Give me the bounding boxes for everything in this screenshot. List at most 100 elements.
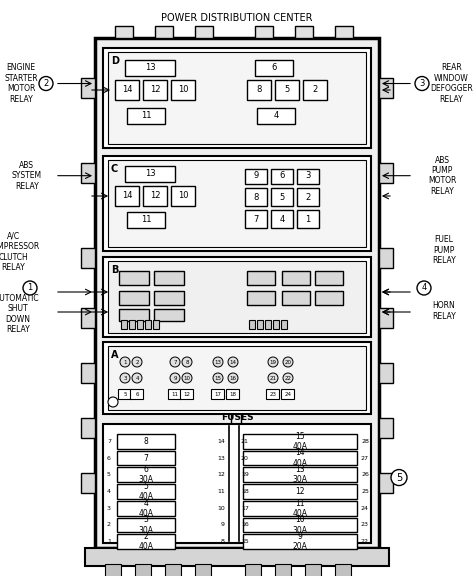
Text: 17: 17: [241, 506, 249, 511]
Bar: [275, 564, 291, 576]
Text: 5: 5: [123, 392, 127, 396]
Bar: [243, 518, 357, 532]
Text: 14
40A: 14 40A: [292, 448, 308, 468]
Bar: [195, 26, 213, 38]
Text: 11: 11: [141, 215, 151, 225]
Bar: [143, 186, 167, 206]
Text: 6: 6: [107, 456, 111, 461]
Bar: [81, 363, 95, 383]
Bar: [195, 564, 211, 576]
Text: 16: 16: [241, 522, 249, 528]
Bar: [145, 320, 151, 329]
Bar: [295, 26, 313, 38]
Bar: [103, 424, 371, 543]
Bar: [171, 186, 195, 206]
Bar: [265, 320, 271, 329]
Text: 19: 19: [241, 472, 249, 478]
Bar: [108, 261, 366, 333]
Bar: [117, 434, 175, 449]
Text: 18: 18: [229, 392, 237, 396]
Bar: [117, 450, 175, 465]
Text: 15
40A: 15 40A: [292, 431, 308, 451]
Bar: [118, 389, 131, 399]
Circle shape: [39, 77, 53, 90]
Text: 6
30A: 6 30A: [138, 465, 154, 484]
Bar: [247, 291, 275, 305]
Text: ABS
SYSTEM
RELAY: ABS SYSTEM RELAY: [12, 161, 42, 191]
Text: 1: 1: [27, 283, 33, 293]
Text: AUTOMATIC
SHUT
DOWN
RELAY: AUTOMATIC SHUT DOWN RELAY: [0, 294, 40, 334]
Circle shape: [132, 373, 142, 383]
Text: 7: 7: [107, 439, 111, 444]
Bar: [266, 389, 279, 399]
Text: 14: 14: [229, 359, 237, 365]
Bar: [379, 473, 393, 493]
Text: HORN
RELAY: HORN RELAY: [432, 301, 456, 321]
Text: 14: 14: [122, 85, 132, 94]
Text: 7: 7: [173, 359, 177, 365]
Bar: [245, 169, 267, 184]
Text: 1: 1: [107, 539, 111, 544]
Bar: [129, 320, 135, 329]
Text: A: A: [111, 350, 118, 360]
Bar: [154, 291, 184, 305]
Bar: [271, 169, 293, 184]
Text: 1: 1: [305, 214, 310, 223]
Bar: [108, 52, 366, 144]
Bar: [335, 26, 353, 38]
Bar: [95, 38, 379, 548]
Bar: [245, 210, 267, 228]
Bar: [81, 163, 95, 183]
Text: 9: 9: [173, 376, 177, 381]
Text: 10: 10: [183, 376, 191, 381]
Bar: [243, 450, 357, 465]
Text: 24: 24: [284, 392, 292, 396]
Text: 20: 20: [241, 456, 249, 461]
Circle shape: [283, 357, 293, 367]
Text: 26: 26: [361, 472, 369, 478]
Bar: [379, 363, 393, 383]
Bar: [171, 80, 195, 100]
Text: 2
40A: 2 40A: [138, 532, 154, 551]
Bar: [379, 78, 393, 98]
Text: 4: 4: [421, 283, 427, 293]
Text: ENGINE
STARTER
MOTOR
RELAY: ENGINE STARTER MOTOR RELAY: [4, 63, 38, 104]
Text: 4: 4: [279, 214, 284, 223]
Bar: [143, 80, 167, 100]
Text: 13
30A: 13 30A: [292, 465, 308, 484]
Text: 3: 3: [107, 506, 111, 511]
Text: 2: 2: [107, 522, 111, 528]
Bar: [303, 80, 327, 100]
Bar: [103, 156, 371, 251]
Circle shape: [283, 373, 293, 383]
Text: 6: 6: [135, 392, 139, 396]
Text: 8: 8: [256, 85, 262, 94]
Text: 12: 12: [150, 85, 160, 94]
Bar: [127, 212, 165, 228]
Bar: [130, 389, 143, 399]
Text: C: C: [111, 164, 118, 174]
Circle shape: [23, 281, 37, 295]
Circle shape: [120, 357, 130, 367]
Bar: [247, 271, 275, 285]
Text: B: B: [111, 265, 118, 275]
Bar: [315, 291, 343, 305]
Text: 9: 9: [254, 172, 259, 180]
Text: 2: 2: [305, 192, 310, 202]
Bar: [281, 320, 287, 329]
Text: FUSES: FUSES: [221, 412, 253, 422]
Bar: [271, 210, 293, 228]
Text: 25: 25: [361, 489, 369, 494]
Text: 4: 4: [273, 112, 279, 120]
Bar: [117, 468, 175, 482]
Bar: [119, 291, 149, 305]
Text: 12: 12: [183, 392, 191, 396]
Bar: [127, 108, 165, 124]
Circle shape: [170, 373, 180, 383]
Bar: [305, 564, 321, 576]
Text: 4: 4: [135, 376, 139, 381]
Bar: [247, 80, 271, 100]
Text: 22: 22: [284, 376, 292, 381]
Text: 8: 8: [185, 359, 189, 365]
Text: 23: 23: [361, 522, 369, 528]
